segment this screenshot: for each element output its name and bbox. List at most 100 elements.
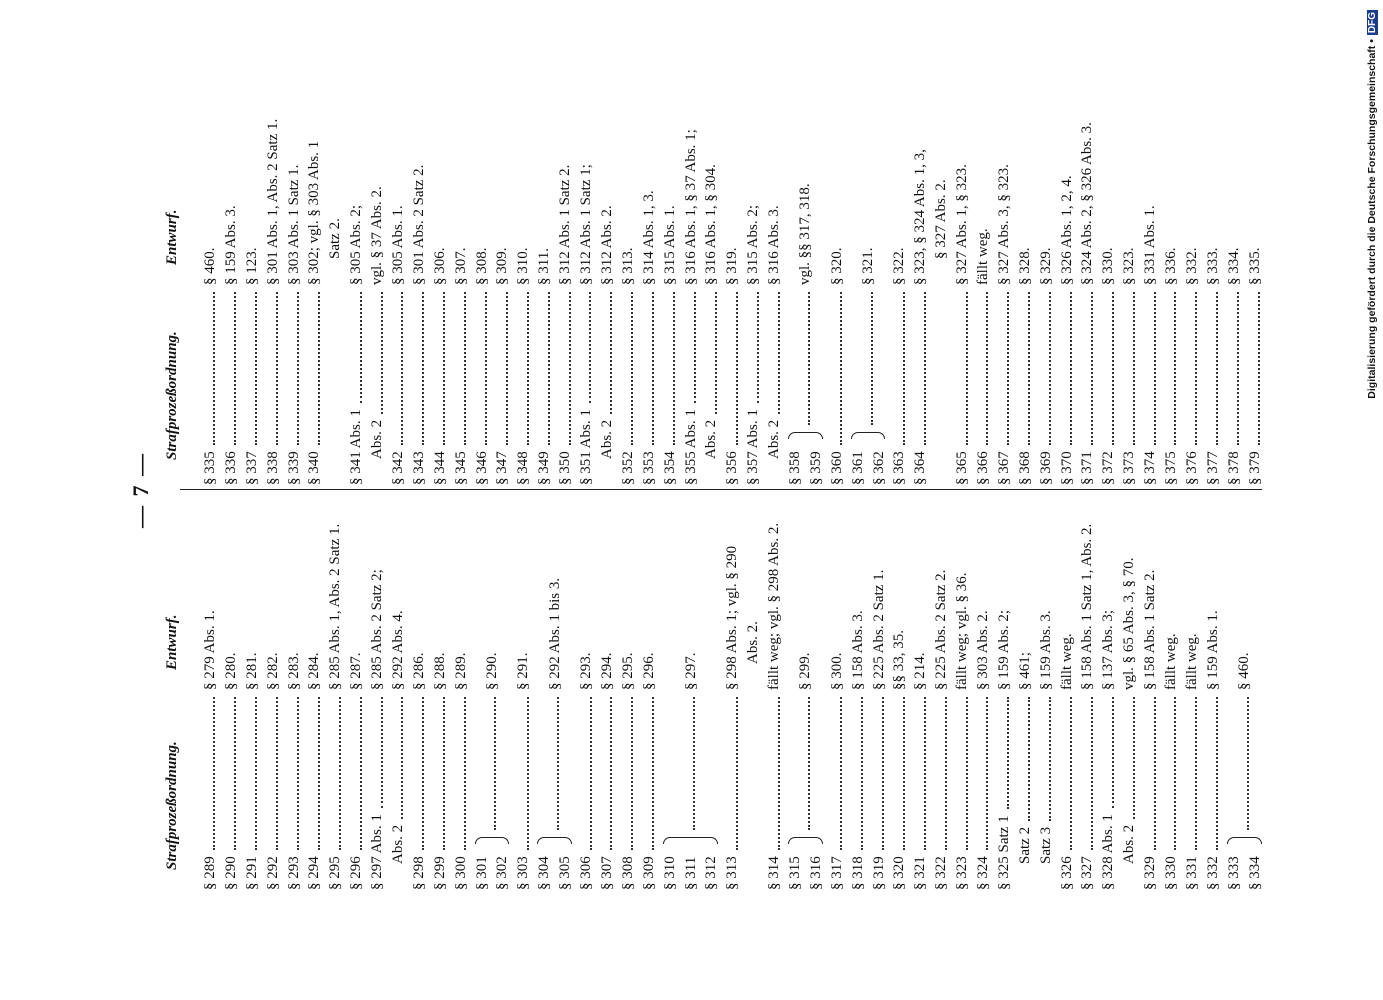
spo-text: § 372 xyxy=(1100,451,1117,485)
spo-cell: § 292 xyxy=(263,695,284,890)
table-row: § 350 § 312 Abs. 1 Satz 2. xyxy=(555,85,576,485)
dot-leader xyxy=(297,697,299,851)
dot-leader xyxy=(610,292,613,414)
table-row: § 298 § 286. xyxy=(409,490,430,891)
entwurf-cell: § 303 Abs. 1 Satz 1. xyxy=(285,164,302,285)
dot-leader xyxy=(1153,697,1156,851)
spo-text: § 322 xyxy=(933,856,950,890)
dot-leader xyxy=(526,697,529,851)
dot-leader xyxy=(1111,697,1114,809)
spo-cell: § 361 xyxy=(848,290,869,485)
spo-text: § 357 Abs. 1 xyxy=(745,409,762,485)
entwurf-cell: § 312 Abs. 2. xyxy=(598,205,615,285)
dot-leader xyxy=(464,697,467,851)
spo-text: § 313 xyxy=(724,856,741,890)
spo-cell: § 312 xyxy=(701,695,722,890)
spo-cell: § 293 xyxy=(284,695,305,890)
table-row: § 378 § 334. xyxy=(1224,85,1245,486)
spo-cell: § 328 Abs. 1 xyxy=(1098,695,1119,890)
spo-cell: § 313 xyxy=(722,695,743,890)
entwurf-cell: § 300. xyxy=(828,652,845,691)
entwurf-cell: § 332. xyxy=(1183,247,1200,286)
entwurf-cell: § 299. xyxy=(797,652,814,691)
dot-leader xyxy=(255,292,258,446)
dot-leader xyxy=(1070,697,1073,851)
spo-cell: § 299 xyxy=(430,695,451,890)
spo-text: § 331 xyxy=(1183,856,1200,890)
table-row: § 333 § 334 § 460. xyxy=(1224,490,1266,891)
spo-text: § 301 xyxy=(473,856,490,890)
table-row: § 344 § 306. xyxy=(430,85,451,486)
spo-cell: § 349 xyxy=(534,290,555,485)
spo-cell: § 318 xyxy=(848,695,869,890)
spo-text: § 323 xyxy=(954,856,971,890)
entwurf-cell: § 302; vgl. § 303 Abs. 1 xyxy=(306,140,323,285)
entwurf-cell: § 330. xyxy=(1100,247,1117,286)
page-number: — 7 — xyxy=(128,452,153,528)
dot-leader xyxy=(547,292,550,446)
table-row: § 370 § 326 Abs. 1, 2, 4. xyxy=(1057,85,1078,485)
table-row: § 361 § 362 § 321. xyxy=(848,85,890,486)
dot-leader xyxy=(986,697,989,851)
spo-text: § 345 xyxy=(452,451,469,485)
spo-cell: § 339 xyxy=(284,290,305,485)
spo-text: § 338 xyxy=(264,451,281,485)
entwurf-cell: § 312 Abs. 1 Satz 2. xyxy=(557,164,574,285)
spo-cell: § 363 xyxy=(889,290,910,485)
dot-leader xyxy=(568,292,571,446)
table-row: Abs. 2 vgl. § 37 Abs. 2. xyxy=(367,85,388,485)
spo-text: § 336 xyxy=(222,451,239,485)
spo-cell: § 319 xyxy=(869,695,890,890)
entwurf-cell: § 305 Abs. 2; xyxy=(348,204,365,285)
bracket xyxy=(850,432,886,439)
table-row: § 306 § 293. xyxy=(576,490,597,891)
table-row: § 324 § 303 Abs. 2. xyxy=(973,490,994,890)
table-row: § 372 § 330. xyxy=(1098,85,1119,486)
dot-leader xyxy=(255,697,258,851)
spo-cell: § 308 xyxy=(618,695,639,890)
dot-leader xyxy=(213,697,216,851)
table-row: § 377 § 333. xyxy=(1203,85,1224,486)
dot-leader xyxy=(1174,697,1177,851)
spo-text: § 316 xyxy=(807,856,824,890)
spo-text: § 308 xyxy=(619,856,636,890)
dot-leader xyxy=(692,697,695,830)
spo-cell: § 355 Abs. 1 xyxy=(681,290,702,485)
table-row: § 365 § 327 Abs. 1, § 323. xyxy=(952,85,973,485)
entwurf-cell: § 331 Abs. 1. xyxy=(1142,205,1159,285)
table-row: § 310 § 311 § 312 § 297. xyxy=(660,490,723,891)
spo-text: § 306 xyxy=(578,856,595,890)
spo-text: § 367 xyxy=(995,451,1012,485)
spo-text: § 295 xyxy=(327,856,344,890)
entwurf-cell: § 282. xyxy=(264,652,281,691)
table-row: § 348 § 310. xyxy=(513,85,534,486)
entwurf-cell: § 225 Abs. 2 Satz 2. xyxy=(933,569,950,690)
dot-leader xyxy=(807,697,810,830)
spo-text: § 371 xyxy=(1079,451,1096,485)
table-row: § 315 § 316 § 299. xyxy=(785,490,827,891)
entwurf-cell: § 301 Abs. 2 Satz 2. xyxy=(410,164,427,285)
dot-leader xyxy=(401,697,404,819)
spo-text: § 358 xyxy=(786,451,803,485)
spo-text: § 315 xyxy=(787,856,803,890)
spo-text: § 350 xyxy=(557,451,574,485)
entwurf-cell: § 295. xyxy=(619,652,636,691)
spo-cell: § 303 xyxy=(513,695,534,890)
spo-text: § 361 xyxy=(849,451,866,485)
spo-text: § 356 xyxy=(724,451,741,485)
entwurf-cell: § 159 Abs. 3. xyxy=(222,205,239,285)
table-row: § 369 § 329. xyxy=(1036,85,1057,486)
spo-cell: § 376 xyxy=(1182,290,1203,485)
table-row: § 346 § 308. xyxy=(472,85,493,486)
spo-cell: § 354 xyxy=(660,290,681,485)
bracket xyxy=(474,837,510,844)
spo-text: § 314 xyxy=(766,856,783,890)
spo-cell: § 304 xyxy=(534,695,555,890)
table-row: § 356 § 319. xyxy=(722,85,743,486)
spo-text: Abs. 2 xyxy=(598,419,615,459)
spo-cell: § 341 Abs. 1 xyxy=(346,290,367,485)
spo-cell: § 297 Abs. 1 xyxy=(367,695,388,890)
spo-text: § 374 xyxy=(1142,451,1159,485)
